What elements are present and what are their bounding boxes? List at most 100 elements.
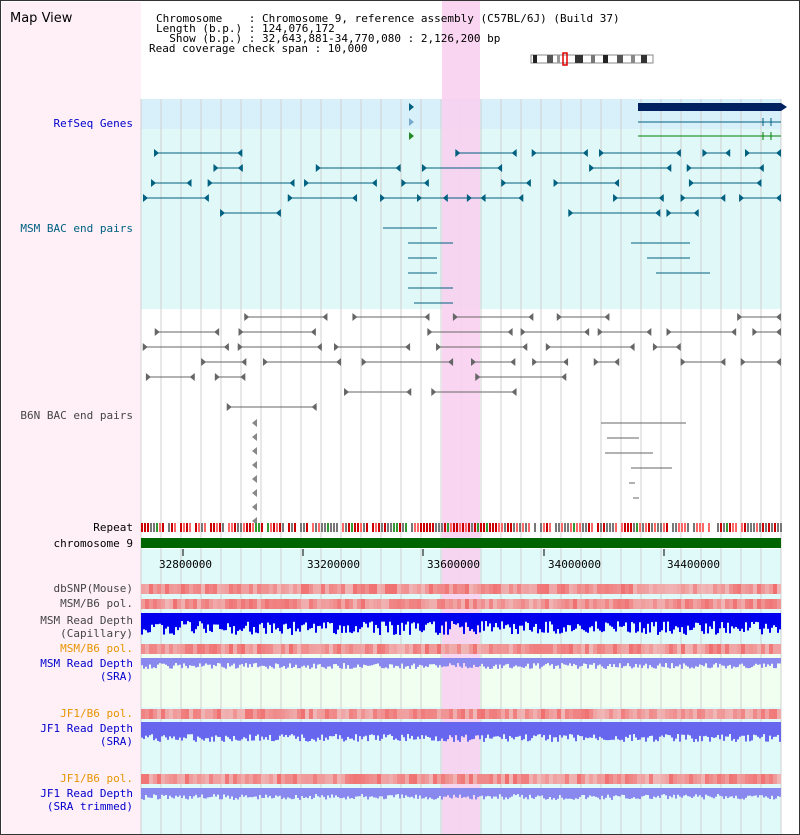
jf1-b6-pol-strip-2 xyxy=(637,774,641,784)
jf1-depth-sra-bar xyxy=(357,722,359,742)
msm-depth-capillary-bar xyxy=(569,613,571,626)
jf1-b6-pol-strip-2 xyxy=(477,774,481,784)
dbsnp-strip xyxy=(341,584,345,594)
msm-depth-sra-bar xyxy=(491,658,493,669)
msm-b6-pol-strip-2 xyxy=(493,644,497,654)
msm-depth-capillary-bar xyxy=(255,613,257,633)
jf1-depth-trimmed-bar xyxy=(341,788,343,799)
jf1-depth-trimmed-bar xyxy=(213,788,215,795)
repeat-mark xyxy=(663,523,665,532)
msm-b6-pol-strip xyxy=(293,599,297,609)
msm-depth-sra-bar xyxy=(559,658,561,669)
jf1-depth-sra-bar xyxy=(667,722,669,735)
jf1-depth-trimmed-bar xyxy=(657,788,659,796)
repeat-mark xyxy=(561,523,563,532)
jf1-depth-sra-bar xyxy=(273,722,275,742)
msm-depth-sra-bar xyxy=(607,658,609,667)
track-label-chromosome[interactable]: chromosome 9 xyxy=(53,537,133,550)
b6n-bac-pair-end xyxy=(405,343,411,351)
jf1-depth-trimmed-bar xyxy=(681,788,683,798)
msm-depth-sra-bar xyxy=(357,658,359,665)
jf1-b6-pol-strip xyxy=(141,709,145,719)
msm-b6-pol-strip xyxy=(545,599,549,609)
msm-b6-pol-strip xyxy=(369,599,373,609)
track-label-jf1-depth-trimmed[interactable]: JF1 Read Depth xyxy=(40,787,133,800)
jf1-b6-pol-strip xyxy=(329,709,333,719)
jf1-depth-sra-bar xyxy=(573,722,575,738)
track-label-msm-depth-sra[interactable]: MSM Read Depth xyxy=(40,657,133,670)
jf1-depth-sra-bar xyxy=(217,722,219,737)
msm-depth-capillary-bar xyxy=(299,613,301,632)
repeat-mark xyxy=(660,523,662,532)
jf1-b6-pol-strip xyxy=(469,709,473,719)
repeat-mark xyxy=(387,523,389,532)
msm-b6-pol-strip-2 xyxy=(445,644,449,654)
track-label-repeat[interactable]: Repeat xyxy=(93,521,133,534)
repeat-mark xyxy=(150,523,152,532)
jf1-depth-sra-bar xyxy=(189,722,191,735)
msm-b6-pol-strip xyxy=(589,599,593,609)
msm-depth-sra-bar xyxy=(719,658,721,664)
track-label-dbsnp[interactable]: dbSNP(Mouse) xyxy=(53,582,133,595)
msm-depth-capillary-bar xyxy=(161,613,163,626)
jf1-b6-pol-strip xyxy=(437,709,441,719)
msm-b6-pol-strip-2 xyxy=(553,644,557,654)
msm-b6-pol-strip-2 xyxy=(601,644,605,654)
msm-depth-capillary-bar xyxy=(561,613,563,633)
jf1-depth-sra-bar xyxy=(171,722,173,739)
dbsnp-strip xyxy=(565,584,569,594)
msm-depth-capillary-bar xyxy=(219,613,221,630)
msm-depth-sra-bar xyxy=(747,658,749,669)
repeat-mark xyxy=(348,523,350,532)
jf1-b6-pol-strip xyxy=(377,709,381,719)
jf1-depth-trimmed-bar xyxy=(757,788,759,798)
jf1-depth-sra-bar xyxy=(299,722,301,742)
jf1-depth-trimmed-bar xyxy=(537,788,539,796)
jf1-depth-sra-bar xyxy=(723,722,725,741)
dbsnp-strip xyxy=(641,584,645,594)
msm-b6-pol-strip xyxy=(633,599,637,609)
track-label-msm-b6-pol[interactable]: MSM/B6 pol. xyxy=(60,597,133,610)
jf1-depth-sra-bar xyxy=(395,722,397,739)
track-label-msm-b6-pol-2[interactable]: MSM/B6 pol. xyxy=(60,642,133,655)
jf1-b6-pol-strip-2 xyxy=(381,774,385,784)
repeat-mark xyxy=(243,523,245,532)
jf1-depth-trimmed-bar xyxy=(219,788,221,800)
jf1-depth-trimmed-bar xyxy=(573,788,575,800)
track-label-msm-bac[interactable]: MSM BAC end pairs xyxy=(20,222,133,235)
msm-depth-sra-bar xyxy=(591,658,593,665)
track-label-b6n-bac[interactable]: B6N BAC end pairs xyxy=(20,409,133,422)
msm-depth-capillary-bar xyxy=(487,613,489,627)
track-label-jf1-b6-pol[interactable]: JF1/B6 pol. xyxy=(60,707,133,720)
b6n-bac-pair-end xyxy=(189,373,195,381)
jf1-depth-sra-bar xyxy=(199,722,201,738)
track-label-msm-depth-capillary[interactable]: MSM Read Depth xyxy=(40,614,133,627)
msm-depth-sra-bar xyxy=(141,658,143,666)
msm-depth-sra-bar xyxy=(733,658,735,667)
msm-b6-pol-strip-2 xyxy=(425,644,429,654)
jf1-depth-trimmed-bar xyxy=(575,788,577,799)
msm-depth-sra-bar xyxy=(429,658,431,665)
jf1-depth-trimmed-bar xyxy=(543,788,545,799)
jf1-depth-trimmed-bar xyxy=(425,788,427,797)
msm-depth-capillary-bar xyxy=(767,613,769,629)
msm-b6-pol-strip-2 xyxy=(521,644,525,654)
msm-b6-pol-strip xyxy=(637,599,641,609)
jf1-b6-pol-strip xyxy=(169,709,173,719)
msm-depth-sra-bar xyxy=(327,658,329,667)
jf1-b6-pol-strip-2 xyxy=(461,774,465,784)
track-label-refseq[interactable]: RefSeq Genes xyxy=(53,117,133,130)
track-label-jf1-depth-sra[interactable]: JF1 Read Depth xyxy=(40,722,133,735)
msm-b6-pol-strip-2 xyxy=(397,644,401,654)
jf1-b6-pol-strip xyxy=(389,709,393,719)
jf1-depth-sra-bar xyxy=(271,722,273,742)
track-label-jf1-b6-pol-2[interactable]: JF1/B6 pol. xyxy=(60,772,133,785)
jf1-b6-pol-strip-2 xyxy=(417,774,421,784)
msm-depth-capillary-bar xyxy=(649,613,651,633)
jf1-depth-sra-bar xyxy=(561,722,563,738)
jf1-depth-sra-bar xyxy=(257,722,259,735)
msm-b6-pol-strip xyxy=(573,599,577,609)
msm-depth-capillary-bar xyxy=(157,613,159,625)
msm-depth-sra-bar xyxy=(685,658,687,666)
